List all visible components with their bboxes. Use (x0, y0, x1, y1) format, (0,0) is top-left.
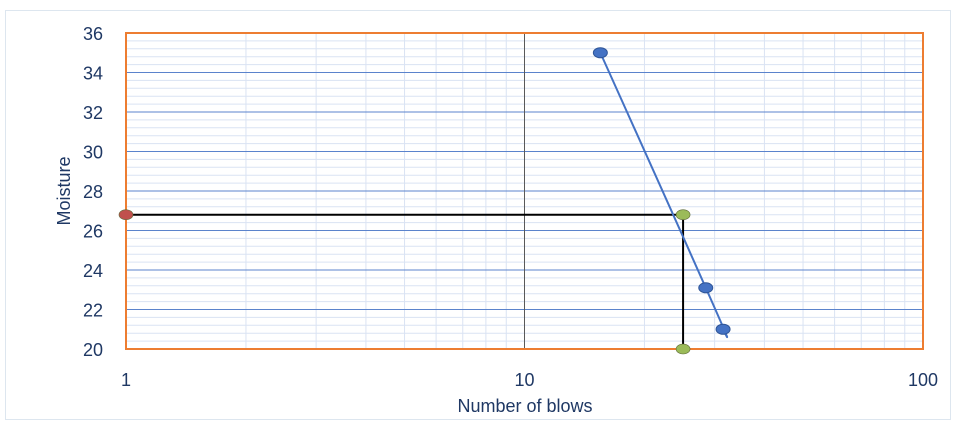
y-axis-ticks: 20 22 24 26 28 30 32 34 36 (83, 24, 103, 360)
x-axis-intercept-marker (675, 343, 691, 355)
x-tick-label: 100 (908, 370, 938, 390)
data-point (715, 323, 731, 335)
x-tick-label: 1 (121, 370, 131, 390)
reference-point-marker (675, 209, 691, 220)
x-tick-label: 10 (514, 370, 534, 390)
x-axis-label: Number of blows (457, 396, 592, 416)
chart-frame (5, 10, 951, 420)
y-tick-label: 36 (83, 24, 103, 44)
data-points (592, 47, 731, 335)
y-tick-label: 24 (83, 261, 103, 281)
y-axis-intercept-marker (118, 209, 134, 220)
plot-border (125, 32, 924, 350)
y-tick-label: 30 (83, 143, 103, 163)
data-point (698, 282, 714, 294)
y-tick-label: 22 (83, 301, 103, 321)
y-tick-label: 34 (83, 64, 103, 84)
major-gridlines (126, 33, 923, 349)
y-tick-label: 32 (83, 103, 103, 123)
y-axis-label: Moisture (54, 156, 74, 225)
reference-markers (118, 209, 691, 355)
y-tick-label: 20 (83, 340, 103, 360)
x-axis-ticks: 1 10 100 (121, 370, 938, 390)
y-tick-label: 28 (83, 182, 103, 202)
data-point (592, 47, 608, 59)
y-tick-label: 26 (83, 222, 103, 242)
